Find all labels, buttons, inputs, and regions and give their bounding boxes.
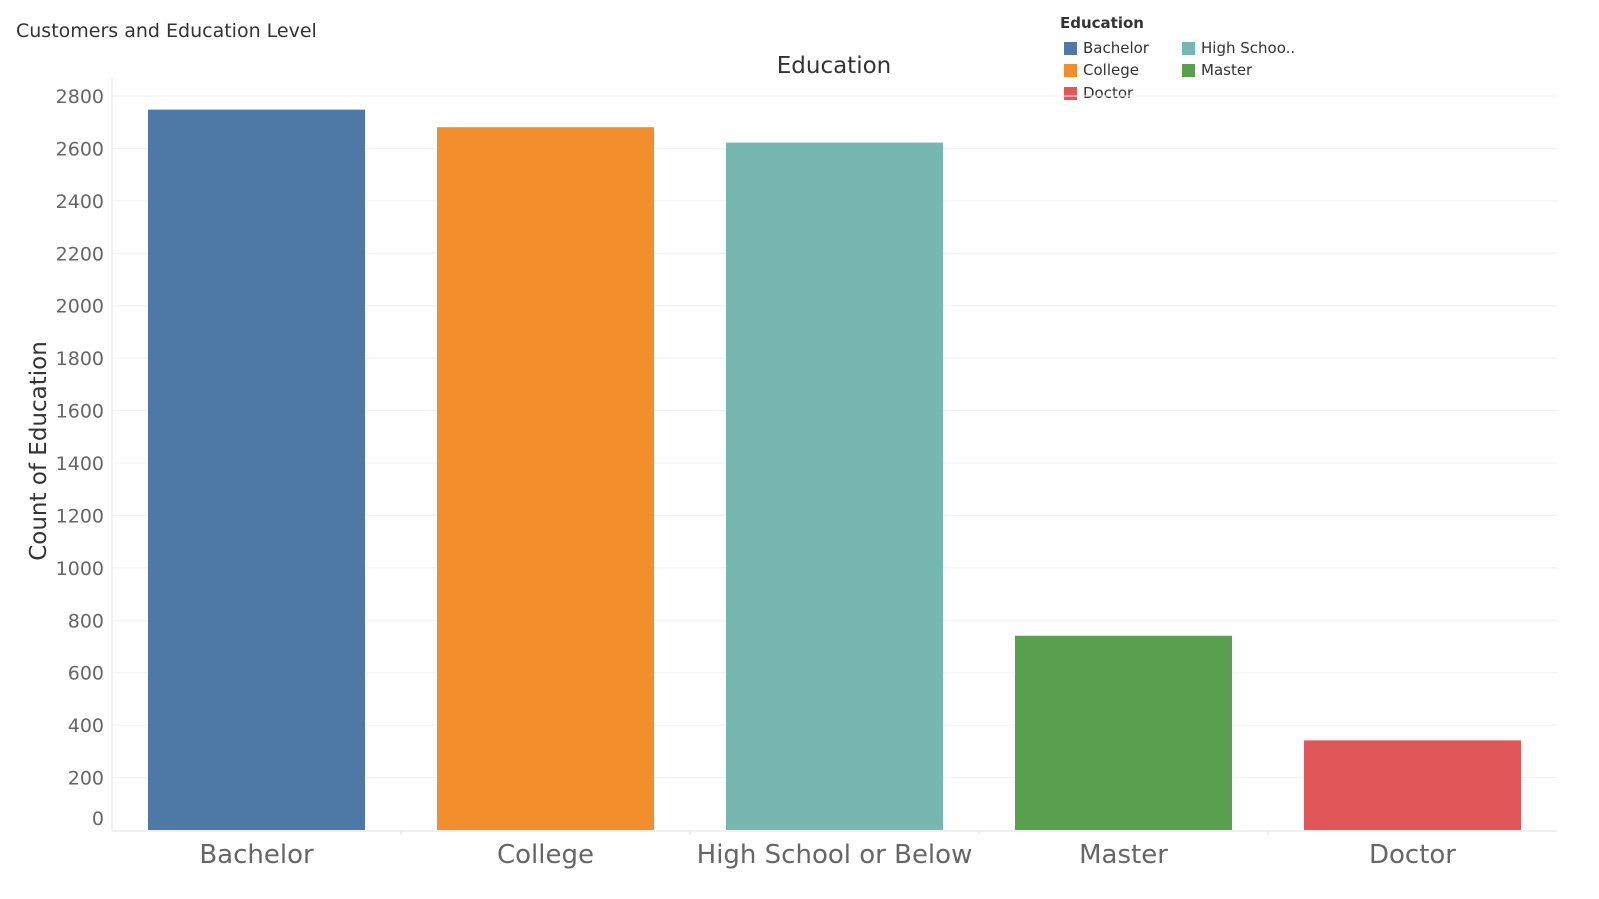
legend-swatch-college (1064, 64, 1077, 77)
y-tick-label: 1400 (56, 453, 104, 475)
legend-swatch-doctor (1064, 87, 1077, 100)
y-tick-label: 2600 (56, 138, 104, 160)
legend-swatch-high-school (1182, 42, 1195, 55)
x-tick-label: College (497, 840, 594, 870)
y-tick-label: 400 (68, 715, 104, 737)
y-tick-label: 1200 (56, 505, 104, 527)
y-axis-label: Count of Education (26, 341, 52, 561)
legend-swatch-master (1182, 64, 1195, 77)
bar-doctor[interactable] (1304, 740, 1521, 830)
y-tick-label: 1800 (56, 348, 104, 370)
legend-title: Education (1060, 14, 1144, 32)
y-tick-label: 2000 (56, 296, 104, 318)
y-tick-label: 2400 (56, 191, 104, 213)
legend-swatch-bachelor (1064, 42, 1077, 55)
x-tick-label: Doctor (1369, 840, 1456, 870)
x-axis-ticks: Bachelor College High School or Below Maste… (199, 840, 1456, 870)
legend-label: Master (1201, 61, 1253, 79)
legend-label: High Schoo.. (1201, 39, 1296, 57)
x-tick-label: Master (1079, 840, 1168, 870)
y-tick-label: 2800 (56, 86, 104, 108)
sheet-title: Customers and Education Level (16, 20, 317, 42)
chart-header-title: Education (777, 53, 892, 79)
x-tick-label: Bachelor (199, 840, 314, 870)
bar-master[interactable] (1015, 635, 1232, 830)
y-tick-label: 1000 (56, 558, 104, 580)
y-tick-label: 1600 (56, 401, 104, 423)
y-tick-label: 2200 (56, 243, 104, 265)
legend-label: Doctor (1083, 84, 1134, 102)
bars (148, 109, 1521, 831)
y-tick-label: 0 (92, 808, 104, 830)
bar-bachelor[interactable] (148, 109, 365, 831)
legend-label: Bachelor (1083, 39, 1149, 57)
x-tick-label: High School or Below (697, 840, 973, 870)
y-tick-label: 800 (68, 610, 104, 632)
y-axis-ticks: 0 200 400 600 800 1000 1200 1400 1600 1800 2000 220… (56, 86, 104, 830)
y-tick-label: 600 (68, 663, 104, 685)
bar-college[interactable] (437, 127, 654, 830)
legend: Education Bachelor College Doctor High S… (1060, 14, 1320, 104)
legend-label: College (1083, 61, 1139, 79)
y-tick-label: 200 (68, 768, 104, 790)
bar-high-school-or-below[interactable] (726, 142, 943, 830)
